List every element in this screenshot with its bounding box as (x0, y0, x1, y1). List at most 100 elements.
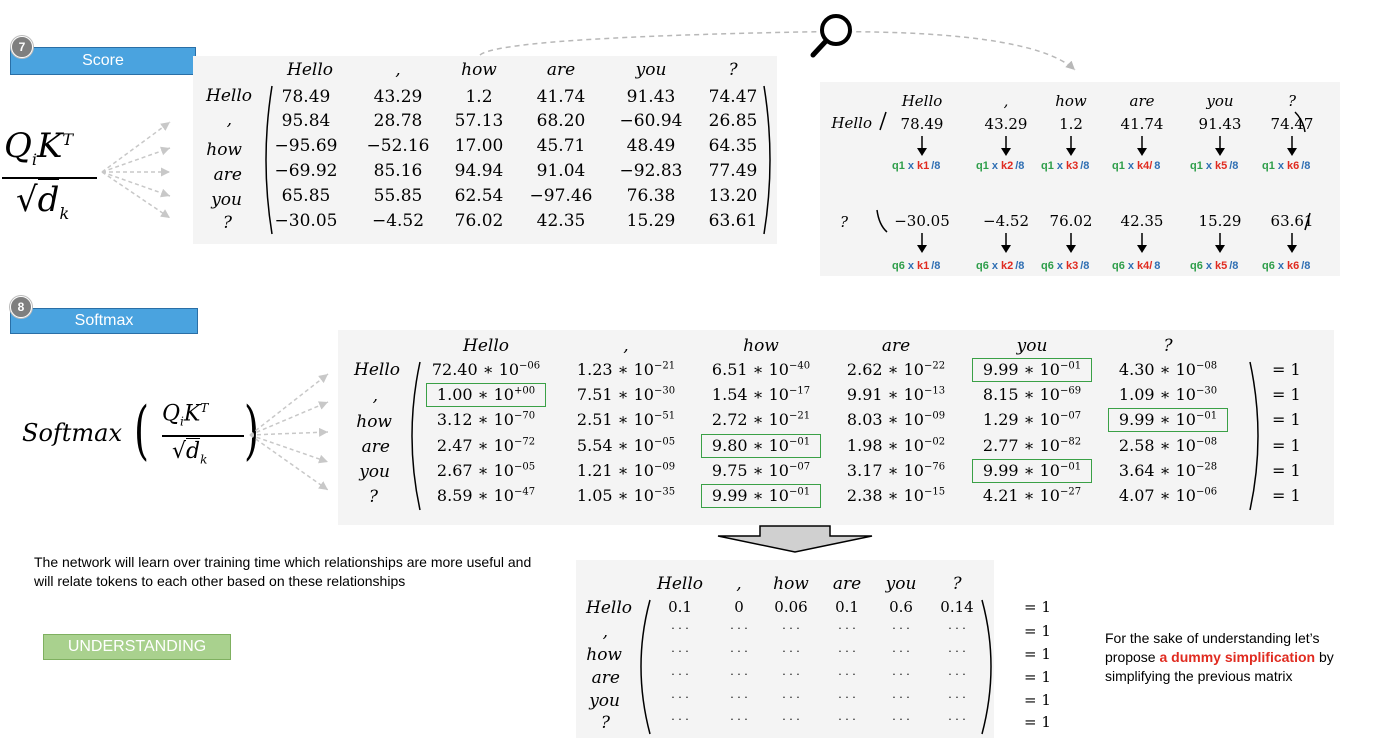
softmax-cell: 1.09 ∗ 10−30 (1119, 385, 1217, 404)
note-right-after: by simplifying the previous matrix (1105, 649, 1334, 684)
softmax-cell: 7.51 ∗ 10−30 (577, 385, 675, 404)
scale-term: 8 (1154, 160, 1161, 172)
zoom-row6-label: ? (839, 213, 848, 231)
score-formula: QiKT √dk (0, 120, 100, 230)
zoom-op: q6 x k2/8 (976, 260, 1024, 272)
softmax-exponent: −30 (653, 385, 676, 397)
softmax-cell: 72.40 ∗ 10−06 (432, 360, 540, 379)
simplify-arrow (717, 525, 873, 553)
simplified-col-header: are (832, 574, 862, 594)
score-cell: 64.35 (708, 136, 758, 156)
row-sum-label: = 1 (1272, 486, 1301, 505)
simplified-dots: · · · (671, 645, 689, 658)
step-8-banner: Softmax (10, 308, 198, 334)
score-cell: 26.85 (708, 111, 758, 131)
softmax-mantissa: 1.29 ∗ 10 (982, 410, 1060, 429)
softmax-col-header: Hello (463, 336, 509, 356)
score-col-header: , (395, 60, 401, 80)
softmax-exponent: −72 (513, 436, 536, 448)
softmax-cell: 2.58 ∗ 10−08 (1119, 436, 1217, 455)
zoom-cell: 74.47 (1270, 115, 1314, 133)
zoom-cell: 76.02 (1049, 212, 1093, 230)
simplified-cell: 0.1 (835, 598, 859, 616)
score-row-label: , (226, 110, 232, 130)
q-term: q6 (1190, 260, 1203, 272)
row-sum-label: = 1 (1272, 461, 1301, 480)
simplified-dots: · · · (838, 713, 856, 726)
softmax-cell: 1.21 ∗ 10−09 (577, 461, 675, 480)
simplified-dots: · · · (782, 668, 800, 681)
k-term: k3 (1065, 260, 1079, 272)
zoom-cell: 43.29 (984, 115, 1028, 133)
down-arrow-icon (1066, 233, 1076, 253)
zoom-col-header: how (1055, 92, 1087, 110)
row-sum-label: = 1 (1024, 598, 1051, 616)
q-term: q6 (892, 260, 905, 272)
softmax-cell: 9.99 ∗ 10−01 (1119, 410, 1217, 429)
softmax-mantissa: 9.91 ∗ 10 (846, 385, 924, 404)
softmax-cell: 4.07 ∗ 10−06 (1119, 486, 1217, 505)
softmax-mantissa: 2.77 ∗ 10 (982, 436, 1060, 455)
q-term: q1 (1190, 160, 1203, 172)
softmax-exponent: −06 (519, 360, 541, 372)
simplified-dots: · · · (948, 668, 966, 681)
zoom-cell: 63.61 (1270, 212, 1314, 230)
simplified-dots: · · · (892, 713, 910, 726)
softmax-mantissa: 2.72 ∗ 10 (711, 410, 789, 429)
simplified-row-label: you (589, 691, 620, 711)
softmax-label: Softmax (22, 419, 123, 447)
softmax-col-header: how (743, 336, 779, 356)
softmax-mantissa: 9.99 ∗ 10 (711, 486, 789, 505)
score-cell: 15.29 (626, 211, 676, 231)
softmax-mantissa: 2.38 ∗ 10 (846, 486, 924, 505)
zoom-op: q1 x k5/8 (1190, 160, 1238, 172)
softmax-mantissa: 1.05 ∗ 10 (576, 486, 654, 505)
softmax-cell: 6.51 ∗ 10−40 (712, 360, 810, 379)
row-sum-label: = 1 (1024, 622, 1051, 640)
softmax-exponent: −07 (788, 461, 811, 473)
q-term: q1 (976, 160, 989, 172)
score-cell: 91.43 (626, 87, 676, 107)
softmax-paren-right: ) (244, 394, 259, 468)
score-cell: −52.16 (366, 136, 430, 156)
softmax-exponent: −21 (653, 360, 676, 372)
softmax-mantissa: 5.54 ∗ 10 (576, 436, 654, 455)
softmax-mantissa: 2.51 ∗ 10 (576, 410, 654, 429)
score-col-header: are (546, 60, 576, 80)
score-col-header: Hello (287, 60, 333, 80)
k-term: k3 (1065, 160, 1079, 172)
times-sign: x (1205, 260, 1212, 272)
scale-term: /8 (1301, 160, 1311, 172)
score-cell: 68.20 (536, 111, 586, 131)
simplified-dots: · · · (782, 645, 800, 658)
score-cell: −4.52 (371, 211, 425, 231)
times-sign: x (1056, 160, 1063, 172)
softmax-mantissa: 9.99 ∗ 10 (982, 360, 1060, 379)
times-sign: x (1277, 260, 1284, 272)
score-row-label: you (211, 190, 242, 210)
score-cell: 76.38 (626, 186, 676, 206)
softmax-cell: 3.17 ∗ 10−76 (847, 461, 945, 480)
highlight-box (426, 383, 546, 407)
simplified-dots: · · · (671, 622, 689, 635)
softmax-exponent: −07 (1059, 410, 1082, 422)
highlight-box (701, 434, 821, 458)
score-cell: −30.05 (274, 211, 338, 231)
scale-term: /8 (1015, 160, 1025, 172)
k-term: k1 (916, 160, 930, 172)
softmax-cell: 2.67 ∗ 10−05 (437, 461, 535, 480)
softmax-exponent: −13 (923, 385, 946, 397)
zoom-cell: 15.29 (1198, 212, 1242, 230)
zoom-op: q1 x k2/8 (976, 160, 1024, 172)
score-col-header: you (635, 60, 667, 80)
simplified-cell: 0.06 (774, 598, 808, 616)
scale-term: /8 (1229, 160, 1239, 172)
softmax-matrix-background (338, 330, 1334, 525)
note-right-highlight: a dummy simplification (1159, 649, 1316, 665)
score-cell: 85.16 (373, 161, 423, 181)
times-sign: x (1205, 160, 1212, 172)
q-term: q6 (1112, 260, 1125, 272)
zoom-cell: −30.05 (894, 212, 950, 230)
k-term: k2 (1000, 160, 1014, 172)
softmax-mantissa: 1.54 ∗ 10 (711, 385, 789, 404)
